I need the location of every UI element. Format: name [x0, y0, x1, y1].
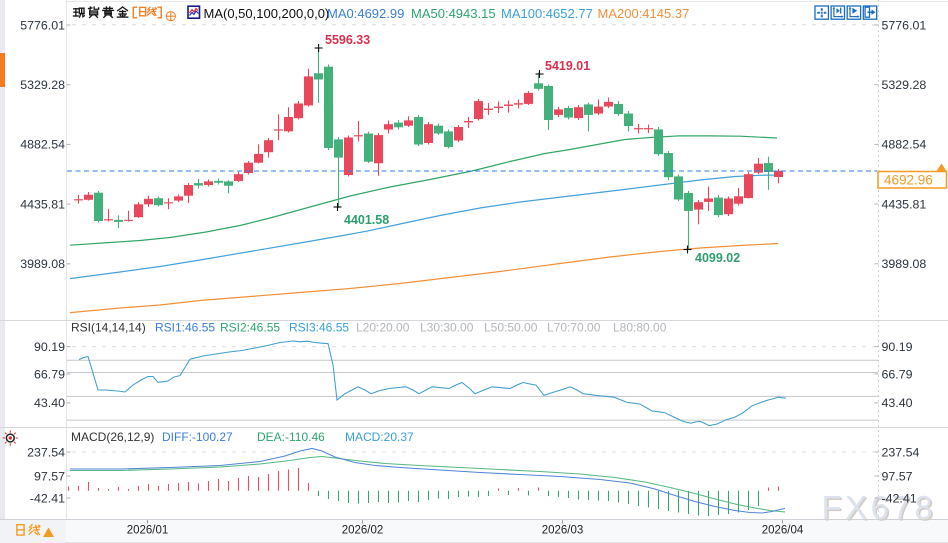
- svg-text:MACD(26,12,9): MACD(26,12,9): [71, 430, 154, 444]
- svg-text:5776.01: 5776.01: [882, 18, 927, 32]
- svg-text:4692.96: 4692.96: [884, 173, 933, 188]
- svg-text:L20:20.00: L20:20.00: [356, 321, 410, 335]
- svg-text:4401.58: 4401.58: [344, 213, 389, 227]
- svg-text:RSI2:46.55: RSI2:46.55: [220, 321, 280, 335]
- svg-text:3989.08: 3989.08: [20, 257, 65, 271]
- svg-text:L80:80.00: L80:80.00: [613, 321, 667, 335]
- svg-text:RSI(14,14,14): RSI(14,14,14): [71, 321, 146, 335]
- svg-text:4099.02: 4099.02: [695, 251, 740, 265]
- svg-text:43.40: 43.40: [882, 396, 913, 410]
- svg-text:66.79: 66.79: [882, 367, 913, 381]
- svg-text:L50:50.00: L50:50.00: [484, 321, 538, 335]
- svg-text:L70:70.00: L70:70.00: [547, 321, 601, 335]
- svg-text:5329.28: 5329.28: [882, 78, 927, 92]
- svg-text:MA50:4943.15: MA50:4943.15: [411, 6, 496, 21]
- svg-text:MA200:4145.37: MA200:4145.37: [598, 6, 690, 21]
- svg-text:MA(0,50,100,200,0,0): MA(0,50,100,200,0,0): [204, 6, 330, 21]
- svg-text:2026/02: 2026/02: [342, 525, 384, 537]
- svg-text:-42.41: -42.41: [882, 491, 917, 505]
- svg-text:MA0:4692.99: MA0:4692.99: [327, 6, 404, 21]
- svg-text:90.19: 90.19: [882, 340, 913, 354]
- svg-text:2026/03: 2026/03: [542, 525, 584, 537]
- svg-text:MACD:20.37: MACD:20.37: [345, 430, 414, 444]
- svg-text:5329.28: 5329.28: [20, 78, 65, 92]
- svg-text:RSI3:46.55: RSI3:46.55: [289, 321, 349, 335]
- svg-text:237.54: 237.54: [27, 445, 65, 459]
- svg-text:MA100:4652.77: MA100:4652.77: [501, 6, 593, 21]
- svg-text:4882.54: 4882.54: [882, 138, 927, 152]
- svg-text:237.54: 237.54: [882, 445, 920, 459]
- svg-text:66.79: 66.79: [34, 367, 65, 381]
- svg-text:4435.81: 4435.81: [882, 197, 927, 211]
- svg-text:2026/04: 2026/04: [762, 525, 804, 537]
- svg-text:FX678: FX678: [822, 489, 937, 526]
- svg-text:97.57: 97.57: [882, 469, 913, 483]
- svg-text:4435.81: 4435.81: [20, 197, 65, 211]
- svg-text:5419.01: 5419.01: [545, 59, 590, 73]
- svg-text:RSI1:46.55: RSI1:46.55: [155, 321, 215, 335]
- svg-text:5776.01: 5776.01: [20, 18, 65, 32]
- svg-text:3989.08: 3989.08: [882, 257, 927, 271]
- svg-text:2026/01: 2026/01: [127, 525, 169, 537]
- svg-text:5596.33: 5596.33: [325, 33, 370, 47]
- svg-text:90.19: 90.19: [34, 340, 65, 354]
- svg-text:4882.54: 4882.54: [20, 138, 65, 152]
- svg-text:DEA:-110.46: DEA:-110.46: [257, 430, 325, 444]
- svg-text:L30:30.00: L30:30.00: [420, 321, 474, 335]
- svg-text:43.40: 43.40: [34, 396, 65, 410]
- svg-text:-42.41: -42.41: [30, 491, 65, 505]
- svg-text:FX678: FX678: [823, 491, 938, 528]
- svg-text:97.57: 97.57: [34, 469, 65, 483]
- svg-text:DIFF:-100.27: DIFF:-100.27: [162, 430, 233, 444]
